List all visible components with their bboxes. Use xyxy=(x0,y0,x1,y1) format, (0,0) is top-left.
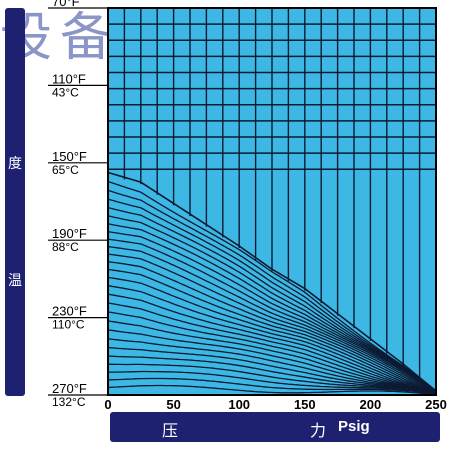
contour-line xyxy=(107,346,436,393)
x-axis-unit-label: Psig xyxy=(338,418,370,435)
y-tick-label-celsius: 43°C xyxy=(52,85,79,99)
y-tick-label-celsius: 110°C xyxy=(52,318,85,332)
saturation-boundary-line xyxy=(107,171,437,392)
contour-line xyxy=(107,293,436,395)
plot-frame xyxy=(107,7,437,396)
x-tick-label: 50 xyxy=(166,397,180,412)
y-tick-label-celsius: 88°C xyxy=(52,240,79,254)
contour-line xyxy=(107,311,436,395)
contour-line xyxy=(107,384,435,395)
y-tick-label-fahrenheit: 150°F xyxy=(52,149,87,164)
contour-line xyxy=(107,320,436,394)
y-tick-label-fahrenheit: 230°F xyxy=(52,304,87,319)
contour-line xyxy=(107,238,436,392)
contour-line xyxy=(107,206,436,391)
y-axis-label-bar: 度 温 xyxy=(5,8,25,396)
y-tick-label-fahrenheit: 70°F xyxy=(52,0,80,9)
contour-line xyxy=(107,215,436,391)
x-tick-label: 250 xyxy=(425,397,447,412)
contour-line xyxy=(107,180,436,391)
contour-line xyxy=(107,355,436,393)
contour-line xyxy=(107,198,436,391)
y-tick-label-fahrenheit: 270°F xyxy=(52,381,87,396)
contour-line xyxy=(107,338,436,393)
x-axis-label-char-2: 力 xyxy=(310,421,327,440)
contour-line xyxy=(107,302,436,395)
contour-line xyxy=(107,189,436,391)
contour-line xyxy=(107,276,436,395)
x-tick-label: 100 xyxy=(228,397,250,412)
contour-line xyxy=(107,285,436,395)
contour-line xyxy=(107,253,436,394)
x-axis-label-bar: 压 力 Psig xyxy=(110,412,440,442)
contour-line xyxy=(107,377,436,395)
contour-line xyxy=(107,363,436,393)
contour-line xyxy=(107,245,436,393)
contour-line xyxy=(107,230,436,392)
y-tick-label-celsius: 65°C xyxy=(52,163,79,177)
y-tick-label-celsius: 132°C xyxy=(52,395,86,409)
x-axis-label-char-1: 压 xyxy=(162,421,179,440)
y-tick-label-fahrenheit: 110°F xyxy=(52,71,86,86)
contour-line xyxy=(107,223,436,391)
contour-line xyxy=(107,268,436,395)
contour-line xyxy=(107,370,436,394)
x-tick-label: 200 xyxy=(360,397,382,412)
x-tick-label: 0 xyxy=(104,397,111,412)
contour-line xyxy=(107,329,436,394)
y-axis-label-char-1: 度 xyxy=(8,156,22,172)
x-tick-label: 150 xyxy=(294,397,316,412)
y-axis-label-char-2: 温 xyxy=(8,273,22,289)
y-tick-label-fahrenheit: 190°F xyxy=(52,226,87,241)
contour-line xyxy=(107,261,436,395)
